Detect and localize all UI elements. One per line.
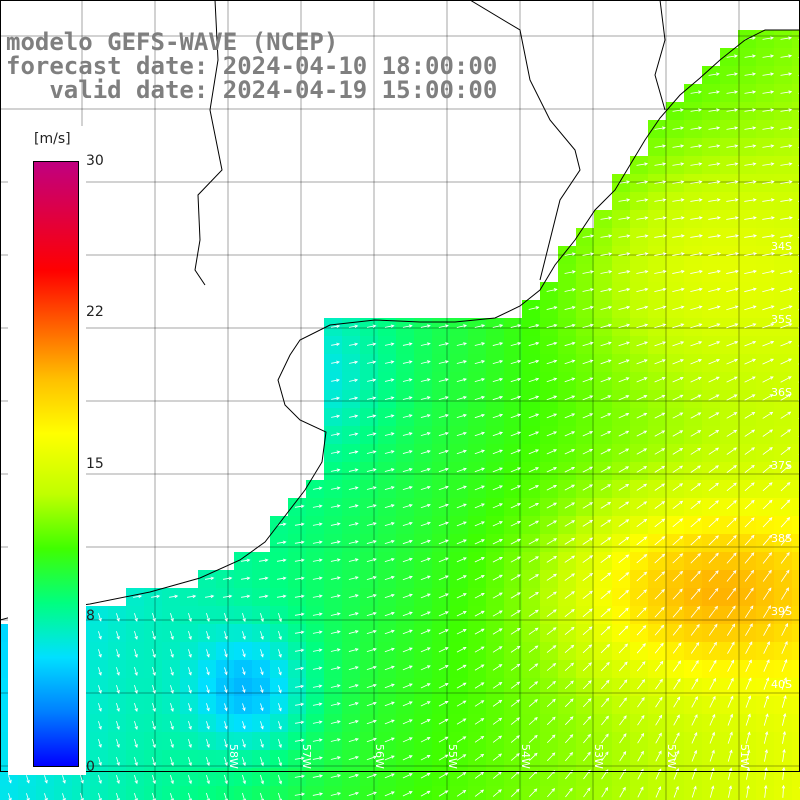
coastline <box>0 29 800 621</box>
colorbar-tick-15: 15 <box>86 456 104 472</box>
wind-speed-field <box>0 30 800 800</box>
lon-label-55w: 55W <box>446 744 459 769</box>
model-title: modelo GEFS-WAVE (NCEP) <box>6 28 339 56</box>
lat-label-40s: 40S <box>771 678 792 691</box>
lat-label-38s: 38S <box>771 532 792 545</box>
valid-date: valid date: 2024-04-19 15:00:00 <box>6 76 498 104</box>
lon-label-56w: 56W <box>373 744 386 769</box>
lat-label-39s: 39S <box>771 605 792 618</box>
lon-label-51w: 51W <box>738 744 751 769</box>
forecast-date: forecast date: 2024-04-10 18:00:00 <box>6 52 498 80</box>
lon-label-52w: 52W <box>665 744 678 769</box>
colorbar-tick-22: 22 <box>86 304 104 320</box>
colorbar-tick-8: 8 <box>86 608 95 624</box>
lat-label-37s: 37S <box>771 459 792 472</box>
lon-label-60w: 60W <box>8 744 21 769</box>
lon-label-57w: 57W <box>300 744 313 769</box>
colorbar-units: [m/s] <box>34 131 71 147</box>
state-border <box>654 0 666 111</box>
colorbar-tick-0: 0 <box>86 759 95 775</box>
lat-label-36s: 36S <box>771 386 792 399</box>
lat-label-35s: 35S <box>771 313 792 326</box>
lat-label-34s: 34S <box>771 240 792 253</box>
colorbar-tick-30: 30 <box>86 153 104 169</box>
country-border <box>469 0 581 281</box>
lon-label-53w: 53W <box>592 744 605 769</box>
lon-label-54w: 54W <box>519 744 532 769</box>
river-border <box>194 0 223 286</box>
lon-label-58w: 58W <box>227 744 240 769</box>
colorbar <box>33 161 79 767</box>
title-block: modelo GEFS-WAVE (NCEP) forecast date: 2… <box>6 30 497 102</box>
